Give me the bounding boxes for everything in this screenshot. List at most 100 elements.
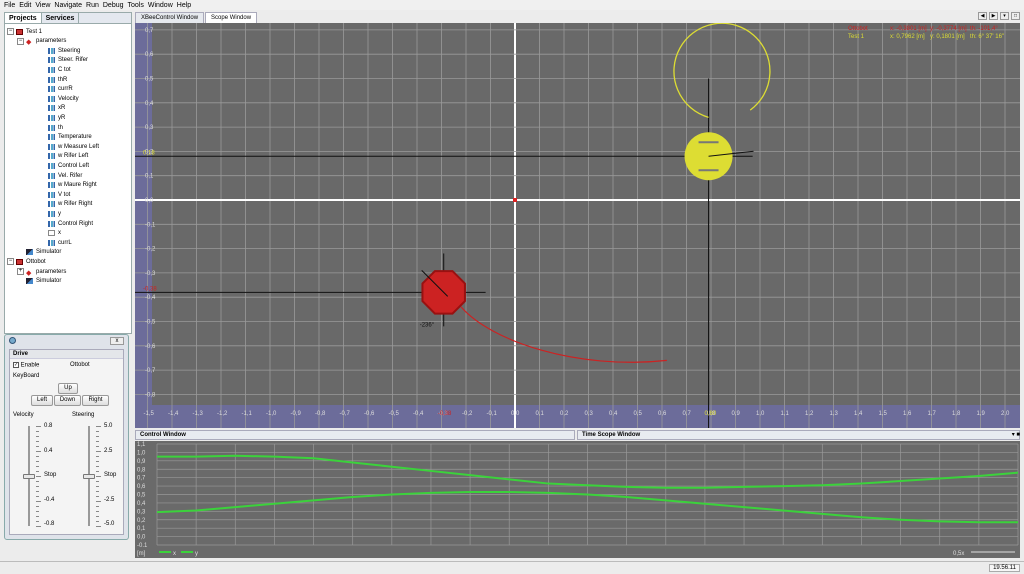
tree-node-label: Test 1 [26,28,43,35]
left-button[interactable]: Left [31,395,53,406]
tree-param-steering[interactable]: Steering [48,46,80,55]
test-trajectory [673,23,771,119]
tree-node-label: Ottobot [26,258,46,265]
menu-item-view[interactable]: View [35,1,51,9]
tree-parameters-2[interactable]: + ◆ parameters [17,267,66,277]
slider-thumb[interactable] [83,474,95,479]
tab-services[interactable]: Services [42,13,80,23]
slider-tick [36,461,39,462]
tree-param-temperature[interactable]: Temperature [48,133,92,142]
control-window-header[interactable]: Control Window [135,430,575,440]
window-list-icon[interactable]: ▾ [1000,12,1009,20]
tree-param-w-maure-right[interactable]: w Maure Right [48,181,97,190]
tree-param-th[interactable]: th [48,123,63,132]
app-icon [9,337,16,344]
slider-tick [96,466,99,467]
tree-param-currr[interactable]: currR [48,85,73,94]
slider-thumb[interactable] [23,474,35,479]
menu-item-tools[interactable]: Tools [127,1,144,9]
slider-tick [36,436,39,437]
parameter-bar-icon [48,124,55,131]
tree-simulator-2[interactable]: Simulator [26,277,61,286]
slider-tick-label: -5.0 [104,521,115,527]
tree-project-test1[interactable]: − Test 1 [7,27,42,36]
tree-parameters[interactable]: − ◆ parameters [17,37,66,46]
right-button[interactable]: Right [82,395,109,406]
scroll-right-icon[interactable]: ▶ [989,12,998,20]
menu-item-run[interactable]: Run [86,1,99,9]
tree-node-label: Vel. Rifer [58,172,83,179]
legend-y-label: y [195,551,198,557]
x-tick-label: 0,5 [634,411,643,417]
down-button[interactable]: Down [54,395,81,406]
tree-param-steer-rifer[interactable]: Steer. Rifer [48,56,88,65]
slider-tick-label: Stop [44,472,57,478]
x-tick-label: 0,3 [585,411,594,417]
tab-scope-window[interactable]: Scope Window [205,12,258,23]
tree-param-thr[interactable]: thR [48,75,67,84]
up-button[interactable]: Up [58,383,78,394]
x-tick-label: -1,5 [144,411,155,417]
scope-plot[interactable]: -1,5 -1,4 -1,3 -1,2 -1,1 -1,0 -0,9 -0,8 -0,7 -0,6… [135,23,1020,428]
scope-window[interactable]: -1,5 -1,4 -1,3 -1,2 -1,1 -1,0 -0,9 -0,8 -0,7 -0,6… [135,23,1020,428]
slider-tick [96,486,99,487]
tree-param-vel-rifer[interactable]: Vel. Rifer [48,171,82,180]
y-tick-label: 0,7 [145,28,154,34]
menu-item-debug[interactable]: Debug [102,1,124,9]
y-tick-label: -0,3 [145,271,156,277]
test-legend: Test 1 [848,34,865,40]
close-button[interactable]: x [110,336,124,345]
project-icon [16,258,23,265]
tree-param-control-right[interactable]: Control Right [48,219,93,228]
expand-icon[interactable]: + [17,268,24,275]
close-icon[interactable]: ■ [1016,432,1020,438]
test-x-marker: 0,80 [705,411,717,417]
x-axis-band [135,405,1020,428]
steering-slider[interactable]: 5.0 2.5 Stop -2.5 -5.0 [76,423,131,534]
status-bar: 19.56.11 [0,561,1024,574]
time-scope-plot[interactable]: 1,1 1,0 0,9 0,8 0,7 0,6 0,5 0,4 0,3 0,2 0,1 0,0 -0,1… [135,441,1020,558]
y-tick-label: 0,4 [145,101,154,107]
tree-param-v-tot[interactable]: V tot [48,190,70,199]
pin-icon[interactable]: ▾ [1011,432,1015,438]
menu-item-navigate[interactable]: Navigate [54,1,83,9]
maximize-icon[interactable]: □ [1011,12,1020,20]
y-tick-label: 0,6 [145,52,154,58]
tree-param-w-measure-left[interactable]: w Measure Left [48,142,99,151]
tree-param-x[interactable]: x [48,229,61,238]
collapse-icon[interactable]: − [17,37,24,45]
collapse-icon[interactable]: − [7,28,14,35]
slider-tick [96,461,99,462]
tree-param-currl[interactable]: currL [48,238,72,247]
tree-param-y[interactable]: y [48,209,61,218]
time-scope-window-header[interactable]: Time Scope Window [577,430,1020,440]
scroll-left-icon[interactable]: ◀ [978,12,987,20]
tree-param-w-rifer-right[interactable]: w Rifer Right [48,200,92,209]
menu-item-edit[interactable]: Edit [19,1,32,9]
menu-item-window[interactable]: Window [147,1,173,9]
tree-simulator[interactable]: Simulator [26,248,61,257]
tree-param-xr[interactable]: xR [48,104,65,113]
ottobot-y-readout: y: -0,3774 [m] [930,26,967,32]
tree-param-w-rifer-left[interactable]: w Rifer Left [48,152,88,161]
check-icon: ✓ [13,362,19,368]
tree-param-yr[interactable]: yR [48,113,65,122]
velocity-slider[interactable]: 0.8 0.4 Stop -0.4 -0.8 [16,423,71,534]
menu-item-help[interactable]: Help [176,1,192,9]
slider-tick [36,496,39,497]
collapse-icon[interactable]: − [7,258,14,266]
tree-param-c-tot[interactable]: C tot [48,65,71,74]
tree-project-ottobot[interactable]: − Ottobot [7,257,46,266]
tab-projects[interactable]: Projects [5,13,42,23]
slider-tick [36,431,39,432]
tree-node-label: Simulator [36,278,62,285]
enable-checkbox[interactable]: ✓ Enable [13,362,39,369]
tab-xbeecontrol-window[interactable]: XBeeControl Window [135,12,205,23]
slider-tick [36,426,41,427]
menu-item-file[interactable]: File [4,1,16,9]
tree-param-velocity[interactable]: Velocity [48,94,79,103]
slider-tick [36,446,39,447]
tree-node-label: Control Right [58,220,94,227]
ottobot-x-marker: -0,38 [438,411,452,417]
tree-param-control-left[interactable]: Control Left [48,161,89,170]
